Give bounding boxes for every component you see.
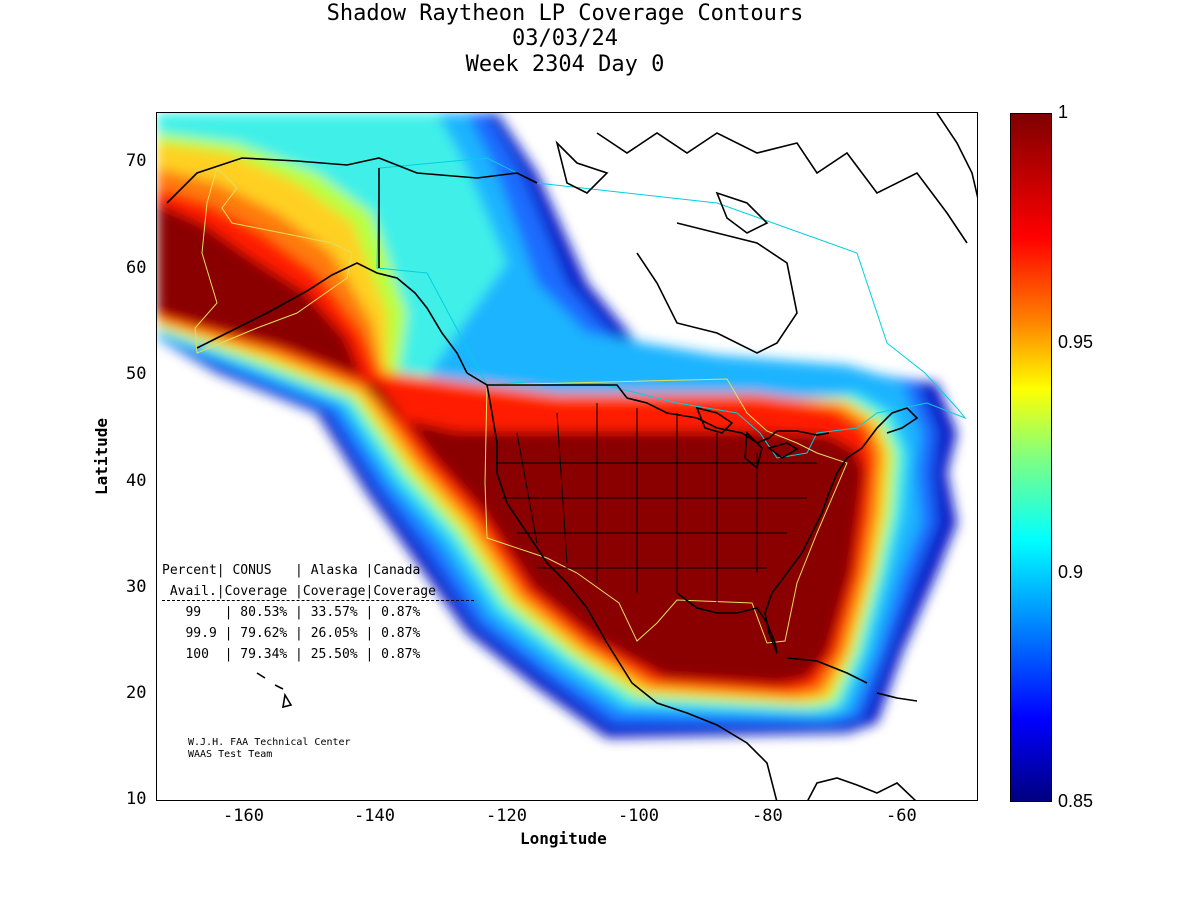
coastlines <box>166 113 977 800</box>
x-tick-label: -80 <box>752 806 783 826</box>
colorbar-label: 1 <box>1058 102 1069 122</box>
stats-row: 100 | 79.34% | 25.50% | 0.87% <box>162 647 421 662</box>
y-axis-title: Latitude <box>92 417 112 496</box>
credits: W.J.H. FAA Technical Center WAAS Test Tea… <box>188 737 351 761</box>
x-axis-title: Longitude <box>520 829 607 848</box>
coverage-stats-table: Percent| CONUS | Alaska |Canada Avail.|C… <box>162 560 436 665</box>
stats-header-1: Percent| CONUS | Alaska |Canada <box>162 563 421 578</box>
x-tick-label: -60 <box>886 806 917 826</box>
coverage-map-svg <box>157 113 977 800</box>
stats-divider <box>162 600 474 601</box>
colorbar-label: 0.95 <box>1058 332 1094 352</box>
y-tick-label: 10 <box>126 789 147 809</box>
coverage-map <box>156 112 978 801</box>
colorbar-label: 0.85 <box>1058 791 1094 811</box>
y-tick-label: 40 <box>126 471 147 491</box>
y-tick-label: 70 <box>126 151 147 171</box>
chart-title: Shadow Raytheon LP Coverage Contours <box>326 1 804 26</box>
contour-band-100 <box>157 203 865 685</box>
credits-line-2: WAAS Test Team <box>188 749 273 760</box>
stats-row: 99 | 80.53% | 33.57% | 0.87% <box>162 605 421 620</box>
state-borders <box>497 403 817 603</box>
y-tick-label: 20 <box>126 683 147 703</box>
x-tick-label: -140 <box>354 806 395 826</box>
credits-line-1: W.J.H. FAA Technical Center <box>188 737 351 748</box>
alaska-service-outline <box>194 167 353 354</box>
colorbar-label: 0.9 <box>1058 562 1084 582</box>
chart-week: Week 2304 Day 0 <box>465 52 665 77</box>
x-tick-label: -100 <box>618 806 659 826</box>
conus-service-outline <box>484 378 848 644</box>
y-tick-label: 50 <box>126 364 147 384</box>
chart-date: 03/03/24 <box>512 26 618 51</box>
stats-header-2: Avail.|Coverage |Coverage|Coverage <box>162 581 436 602</box>
colorbar <box>1010 113 1052 802</box>
stats-row: 99.9 | 79.62% | 26.05% | 0.87% <box>162 626 421 641</box>
y-tick-label: 60 <box>126 258 147 278</box>
x-tick-label: -160 <box>223 806 264 826</box>
stats-header-2-text: Avail.|Coverage |Coverage|Coverage <box>162 584 436 599</box>
y-tick-label: 30 <box>126 577 147 597</box>
x-tick-label: -120 <box>486 806 527 826</box>
